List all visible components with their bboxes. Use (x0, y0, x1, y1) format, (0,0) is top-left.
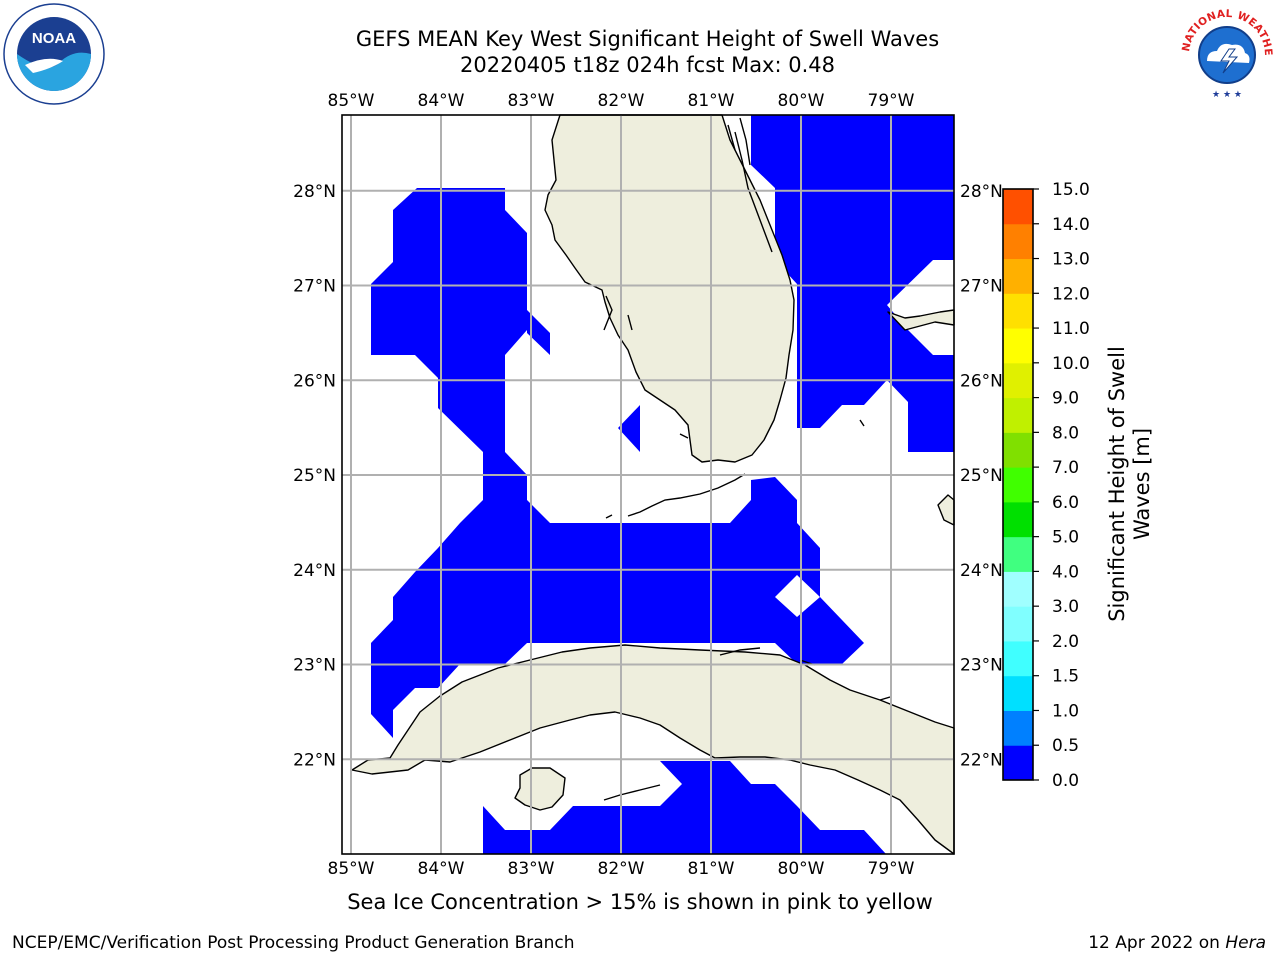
colorbar-tick-label: 3.0 (1052, 597, 1079, 617)
colorbar-band (1003, 606, 1033, 642)
lat-tick-label: 25°N (960, 466, 1003, 486)
colorbar-tick-label: 14.0 (1052, 215, 1090, 235)
noaa-logo-text: NOAA (32, 30, 76, 47)
forecast-subtitle: 20220405 t18z 024h fcst Max: 0.48 (460, 53, 835, 77)
lon-tick-label: 82°W (598, 91, 645, 111)
colorbar-band (1003, 432, 1033, 468)
colorbar-band (1003, 362, 1033, 399)
map-frame (341, 114, 955, 855)
colorbar-tick-label: 13.0 (1052, 250, 1090, 270)
colorbar-tick-label: 4.0 (1052, 562, 1079, 582)
lon-tick-label: 81°W (688, 859, 735, 879)
lon-tick-label: 85°W (328, 859, 375, 879)
lat-tick-label: 27°N (293, 277, 336, 297)
credit-text: NCEP/EMC/Verification Post Processing Pr… (12, 933, 575, 953)
chart-title: GEFS MEAN Key West Significant Height of… (355, 27, 940, 51)
colorbar-band (1003, 710, 1033, 746)
lat-tick-label: 23°N (960, 656, 1003, 676)
latitude-ticks-right: 22°N 23°N 24°N 25°N 26°N 27°N 28°N (960, 182, 1003, 770)
colorbar-tick-label: 0.0 (1052, 771, 1079, 791)
lat-tick-label: 22°N (293, 750, 336, 770)
colorbar-tick-label: 1.0 (1052, 701, 1079, 721)
longitude-ticks-bottom: 85°W 84°W 83°W 82°W 81°W 80°W 79°W (328, 859, 915, 879)
lat-tick-label: 26°N (293, 371, 336, 391)
colorbar-tick-label: 8.0 (1052, 423, 1079, 443)
lat-tick-label: 24°N (960, 561, 1003, 581)
colorbar-tick-label: 6.0 (1052, 493, 1079, 513)
colorbar-tick-label: 9.0 (1052, 389, 1079, 409)
date-text: 12 Apr 2022 on (1088, 933, 1226, 953)
colorbar-band (1003, 328, 1033, 364)
colorbar-tick-label: 5.0 (1052, 528, 1079, 548)
colorbar-tick-label: 11.0 (1052, 319, 1090, 339)
colorbar-label-line1: Significant Height of Swell (1105, 346, 1129, 622)
date-stamp: 12 Apr 2022 on Hera (1088, 933, 1266, 953)
colorbar-tick-label: 2.0 (1052, 632, 1079, 652)
lon-tick-label: 83°W (508, 859, 555, 879)
colorbar-frame (1002, 188, 1034, 781)
colorbar-band (1003, 223, 1033, 260)
lat-tick-label: 22°N (960, 750, 1003, 770)
lat-tick-label: 24°N (293, 561, 336, 581)
lon-tick-label: 79°W (868, 91, 915, 111)
colorbar-band (1003, 258, 1033, 294)
lat-tick-label: 25°N (293, 466, 336, 486)
lat-lon-gridlines (342, 115, 954, 854)
lat-tick-label: 28°N (960, 182, 1003, 202)
colorbar-tick-label: 1.5 (1052, 667, 1079, 687)
nws-logo-icon: NATIONAL WEATHER SERVICE ★ ★ ★ (1177, 3, 1274, 102)
colorbar-band (1003, 397, 1033, 433)
colorbar-ticks: 0.0 0.5 1.0 1.5 2.0 3.0 4.0 5.0 6.0 7.0 8.0 9.0 10.0… (1033, 180, 1090, 791)
lat-tick-label: 28°N (293, 182, 336, 202)
lat-tick-label: 26°N (960, 371, 1003, 391)
colorbar-band (1003, 745, 1033, 781)
colorbar (1002, 188, 1034, 781)
lat-tick-label: 27°N (960, 277, 1003, 297)
lon-tick-label: 82°W (598, 859, 645, 879)
lon-tick-label: 84°W (418, 91, 465, 111)
colorbar-band (1003, 467, 1033, 503)
lon-tick-label: 85°W (328, 91, 375, 111)
lat-tick-label: 23°N (293, 656, 336, 676)
colorbar-band (1003, 293, 1033, 329)
svg-text:★ ★ ★: ★ ★ ★ (1212, 90, 1242, 100)
host-name: Hera (1225, 933, 1266, 953)
lon-tick-label: 80°W (778, 859, 825, 879)
colorbar-tick-label: 0.5 (1052, 736, 1079, 756)
lon-tick-label: 79°W (868, 859, 915, 879)
colorbar-band (1003, 189, 1033, 225)
colorbar-band (1003, 501, 1033, 538)
colorbar-tick-label: 15.0 (1052, 180, 1090, 200)
lon-tick-label: 83°W (508, 91, 555, 111)
lon-tick-label: 80°W (778, 91, 825, 111)
latitude-ticks-left: 22°N 23°N 24°N 25°N 26°N 27°N 28°N (293, 182, 336, 770)
colorbar-tick-label: 7.0 (1052, 458, 1079, 478)
sea-ice-note: Sea Ice Concentration > 15% is shown in … (347, 890, 933, 914)
colorbar-band (1003, 640, 1033, 677)
colorbar-band (1003, 675, 1033, 711)
noaa-logo-icon: NOAA (3, 3, 105, 105)
colorbar-band (1003, 536, 1033, 572)
longitude-ticks-top: 85°W 84°W 83°W 82°W 81°W 80°W 79°W (328, 91, 915, 111)
lon-tick-label: 81°W (688, 91, 735, 111)
colorbar-band (1003, 571, 1033, 607)
colorbar-tick-label: 10.0 (1052, 354, 1090, 374)
colorbar-label-line2: Waves [m] (1130, 428, 1154, 540)
lon-tick-label: 84°W (418, 859, 465, 879)
keys-and-islets (603, 117, 891, 801)
colorbar-tick-label: 12.0 (1052, 284, 1090, 304)
